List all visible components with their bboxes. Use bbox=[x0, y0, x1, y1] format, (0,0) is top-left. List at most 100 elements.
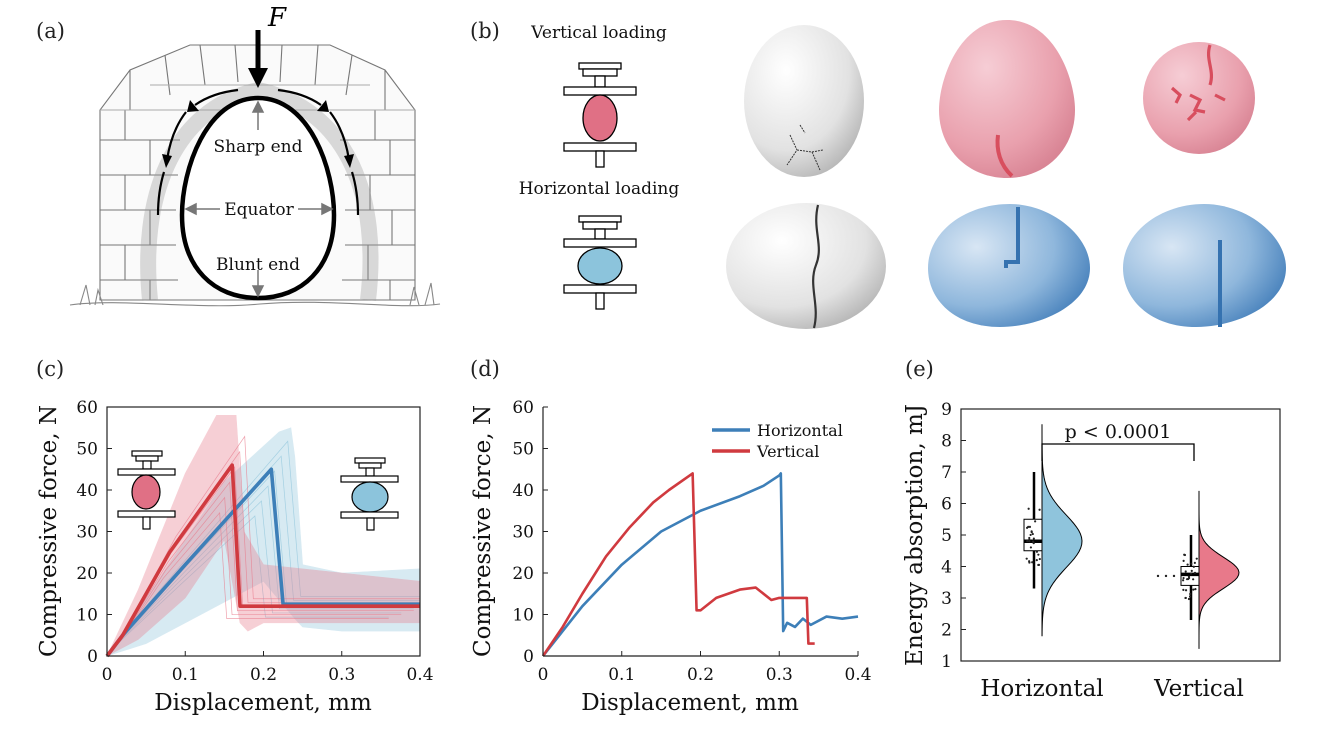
x-tick-label: 0 bbox=[102, 665, 113, 685]
panel-e-category-vertical: Vertical bbox=[1153, 676, 1244, 702]
panel-d-label: (d) bbox=[470, 357, 500, 381]
horizontal-sample-point bbox=[1025, 557, 1028, 560]
load-path-arrowheads bbox=[162, 100, 354, 168]
y-tick-label: 0 bbox=[87, 647, 98, 667]
egg-vertical-model-side bbox=[939, 20, 1075, 178]
horizontal-sample-point bbox=[1029, 546, 1033, 549]
y-tick-label: 10 bbox=[512, 606, 534, 626]
egg-vertical-model-top bbox=[1143, 42, 1255, 154]
panel-c-ticks: 0 0.1 0.2 0.3 0.4 0 10 20 30 40 50 60 bbox=[76, 398, 433, 685]
vertical-sample-point bbox=[1184, 589, 1188, 592]
panel-a: (a) F bbox=[36, 3, 441, 307]
x-tick-label: 0.1 bbox=[608, 665, 635, 685]
horizontal-sample-point bbox=[1028, 525, 1032, 529]
horizontal-sample-point bbox=[1037, 563, 1041, 566]
vertical-loading-fixture-icon bbox=[563, 62, 637, 168]
equator-label: Equator bbox=[224, 200, 294, 220]
vertical-sample-point bbox=[1189, 592, 1192, 596]
panel-c-horizontal-inset-icon bbox=[340, 457, 399, 531]
x-tick-label: 0.4 bbox=[406, 665, 433, 685]
horizontal-sample-point bbox=[1032, 542, 1035, 545]
x-tick-label: 0.2 bbox=[250, 665, 277, 685]
panel-e-label: (e) bbox=[905, 357, 934, 381]
panel-c: (c) 0 0.1 0.2 0.3 0.4 0 10 20 30 40 50 60 Displacem… bbox=[36, 357, 434, 716]
x-tick-label: 0.4 bbox=[844, 665, 871, 685]
panel-d-curves bbox=[541, 472, 859, 657]
panel-b: (b) Vertical loading Horizontal loading bbox=[470, 19, 1286, 329]
vertical-sample-point bbox=[1192, 565, 1195, 568]
horizontal-sample-point bbox=[1028, 536, 1031, 540]
vertical-sample-point bbox=[1184, 596, 1187, 600]
y-tick-label: 20 bbox=[512, 564, 534, 584]
horizontal-sample-point bbox=[1037, 553, 1040, 556]
y-tick-label: 2 bbox=[941, 621, 952, 641]
vertical-sample-point bbox=[1182, 576, 1185, 580]
y-tick-label: 4 bbox=[941, 558, 952, 578]
vertical-mean-curve bbox=[105, 463, 420, 658]
vertical-sample-point bbox=[1183, 553, 1187, 557]
panel-d-ylabel: Compressive force, N bbox=[470, 405, 496, 657]
vertical-curve bbox=[541, 472, 815, 657]
horizontal-sample-point bbox=[1026, 540, 1029, 543]
panel-e-category-horizontal: Horizontal bbox=[980, 676, 1103, 702]
vertical-sample-point bbox=[1195, 557, 1198, 560]
vertical-sample-point bbox=[1188, 595, 1192, 598]
egg-horizontal-photo bbox=[726, 203, 886, 329]
vertical-outlier-point bbox=[1156, 574, 1160, 578]
y-tick-label: 3 bbox=[941, 589, 952, 609]
egg-vertical-photo bbox=[744, 25, 864, 177]
x-tick-label: 0.1 bbox=[172, 665, 199, 685]
horizontal-sample-point bbox=[1028, 538, 1031, 541]
y-tick-label: 8 bbox=[941, 432, 952, 452]
vertical-sample-point bbox=[1190, 569, 1193, 572]
p-value-annotation: p < 0.0001 bbox=[1065, 421, 1172, 443]
vertical-sample-point bbox=[1190, 562, 1193, 565]
panel-c-xlabel: Displacement, mm bbox=[154, 690, 372, 716]
dimension-arrows bbox=[184, 100, 334, 298]
horizontal-sample-point bbox=[1030, 530, 1033, 533]
panel-c-vertical-inset-icon bbox=[117, 450, 176, 530]
y-tick-label: 40 bbox=[76, 481, 98, 501]
legend-horizontal-label: Horizontal bbox=[757, 421, 843, 440]
horizontal-sample-point bbox=[1027, 525, 1030, 529]
y-tick-label: 20 bbox=[76, 564, 98, 584]
horizontal-sample-point bbox=[1027, 507, 1030, 510]
load-path-arrows bbox=[156, 88, 360, 216]
y-tick-label: 60 bbox=[76, 398, 98, 418]
horizontal-sample-point bbox=[1031, 532, 1034, 536]
horizontal-loading-fixture-icon bbox=[563, 215, 637, 310]
panel-a-label: (a) bbox=[36, 19, 65, 43]
horizontal-violin bbox=[1041, 424, 1083, 637]
y-tick-label: 5 bbox=[941, 526, 952, 546]
legend-vertical-label: Vertical bbox=[756, 442, 819, 461]
vertical-outlier-point bbox=[1172, 574, 1176, 578]
y-tick-label: 40 bbox=[512, 481, 534, 501]
horizontal-curve bbox=[541, 472, 859, 657]
horizontal-sample-point bbox=[1031, 561, 1034, 564]
horizontal-loading-label: Horizontal loading bbox=[519, 179, 680, 199]
horizontal-sample-point bbox=[1038, 557, 1041, 561]
y-tick-label: 9 bbox=[941, 400, 952, 420]
panel-c-label: (c) bbox=[36, 357, 64, 381]
vertical-sample-point bbox=[1182, 559, 1185, 562]
vertical-outlier-point bbox=[1164, 574, 1168, 578]
force-label: F bbox=[267, 3, 287, 33]
y-tick-label: 60 bbox=[512, 398, 534, 418]
vertical-sample-point bbox=[1187, 597, 1191, 601]
panel-e: (e) 1 2 3 4 5 6 7 8 9 p < 0.0001 Horizontal Vert… bbox=[902, 357, 1281, 702]
horizontal-sample-point bbox=[1028, 560, 1031, 563]
y-tick-label: 7 bbox=[941, 463, 952, 483]
vertical-sample-point bbox=[1182, 579, 1185, 582]
x-tick-label: 0 bbox=[538, 665, 549, 685]
egg-outline bbox=[179, 95, 337, 301]
panel-d: (d) 0 0.1 0.2 0.3 0.4 0 10 20 30 40 50 60 Displacem… bbox=[470, 357, 872, 716]
panel-e-ticks: 1 2 3 4 5 6 7 8 9 bbox=[941, 400, 966, 672]
panel-b-label: (b) bbox=[470, 19, 500, 43]
vertical-sample-point bbox=[1192, 588, 1195, 591]
y-tick-label: 30 bbox=[76, 523, 98, 543]
egg-horizontal-model-1 bbox=[928, 204, 1090, 327]
vertical-sample-point bbox=[1182, 588, 1185, 591]
x-tick-label: 0.2 bbox=[687, 665, 714, 685]
panel-e-violins bbox=[1023, 424, 1240, 649]
egg-horizontal-model-2 bbox=[1123, 204, 1286, 327]
